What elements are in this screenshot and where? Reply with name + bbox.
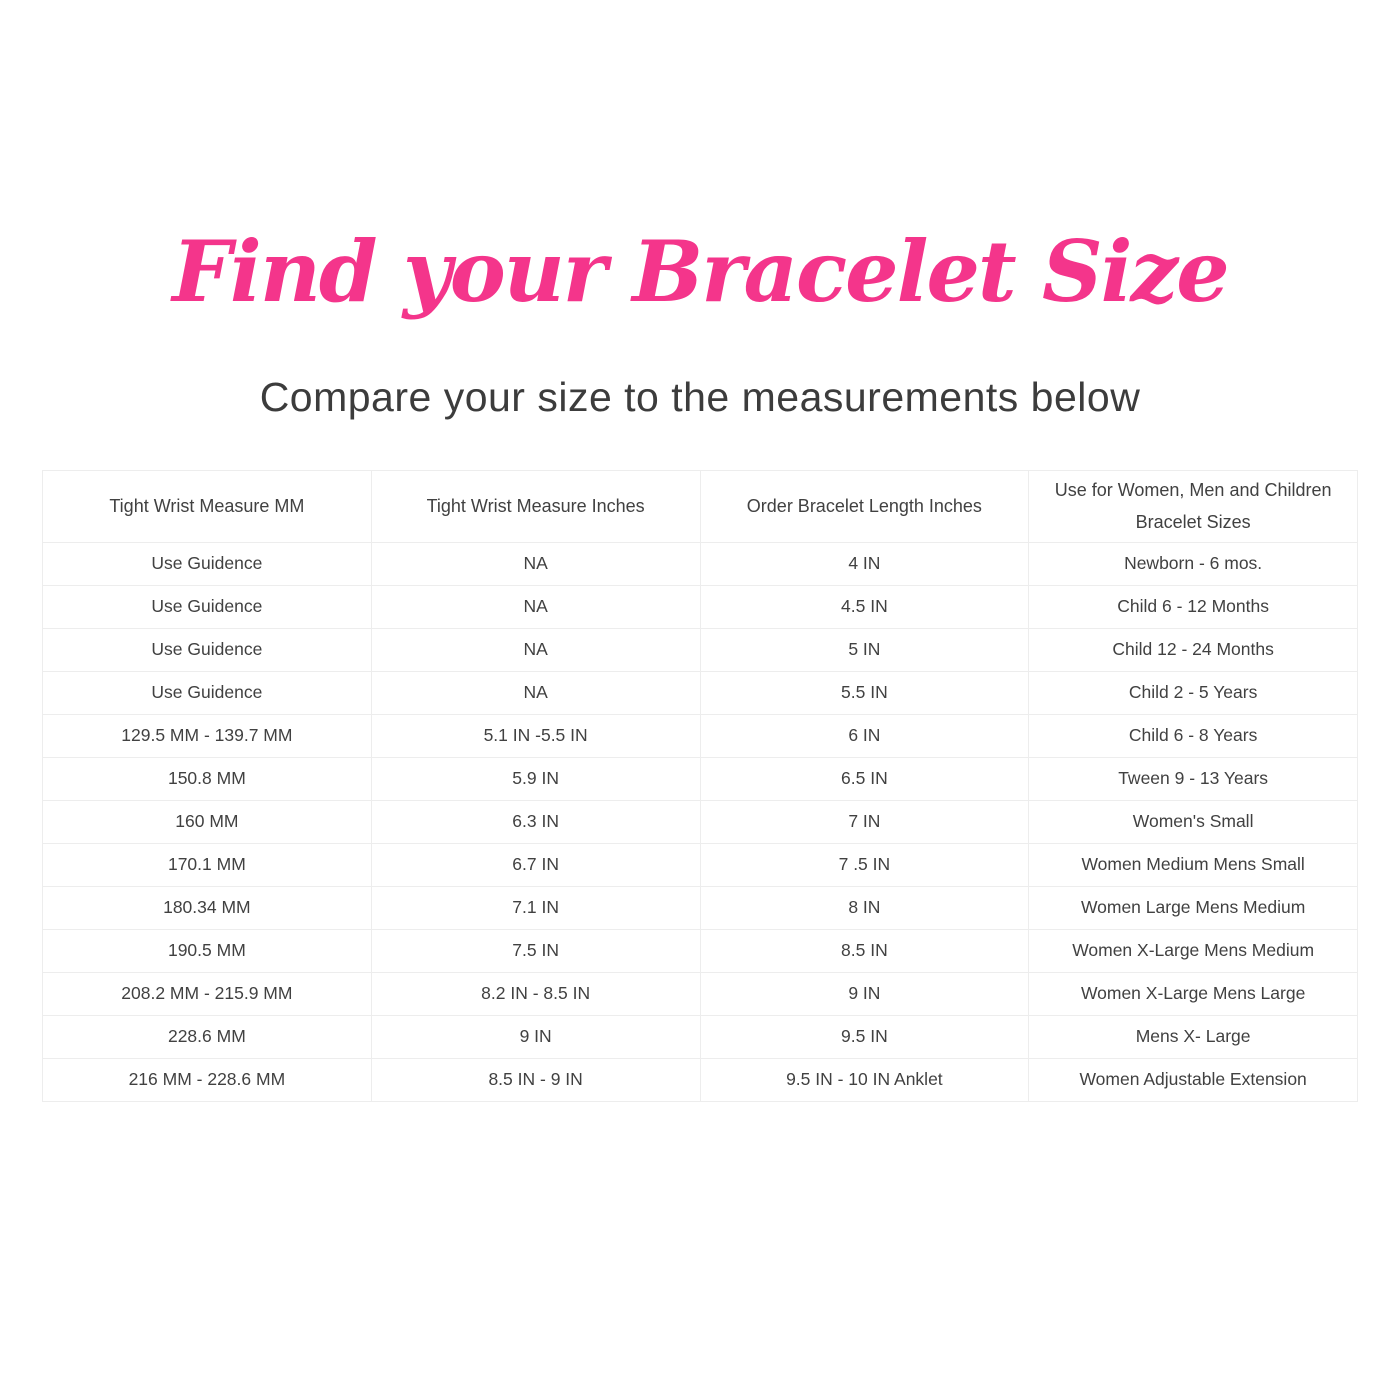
table-row: 129.5 MM - 139.7 MM 5.1 IN -5.5 IN 6 IN Chi… <box>42 713 1358 758</box>
table-cell: 150.8 MM <box>42 756 372 801</box>
table-cell: 208.2 MM - 215.9 MM <box>42 971 372 1016</box>
table-row: 170.1 MM 6.7 IN 7 .5 IN Women Medium Mens S… <box>42 842 1358 887</box>
table-cell: 6.3 IN <box>370 799 701 844</box>
table-cell: Women Medium Mens Small <box>1028 842 1358 887</box>
table-cell: 4 IN <box>699 541 1030 586</box>
table-cell: NA <box>370 670 701 715</box>
table-cell: 7 .5 IN <box>699 842 1030 887</box>
table-cell: Women X-Large Mens Medium <box>1028 928 1358 973</box>
table-row: Use Guidence NA 5.5 IN Child 2 - 5 Years <box>42 670 1358 715</box>
column-header-wrist-mm: Tight Wrist Measure MM <box>42 469 372 543</box>
table-cell: 190.5 MM <box>42 928 372 973</box>
table-row: 216 MM - 228.6 MM 8.5 IN - 9 IN 9.5 IN - 1… <box>42 1057 1358 1102</box>
table-cell: 9.5 IN - 10 IN Anklet <box>699 1057 1030 1102</box>
table-cell: 216 MM - 228.6 MM <box>42 1057 372 1102</box>
table-cell: Child 2 - 5 Years <box>1028 670 1358 715</box>
table-row: Use Guidence NA 4.5 IN Child 6 - 12 Months <box>42 584 1358 629</box>
table-header: Tight Wrist Measure MM Tight Wrist Measu… <box>42 469 1358 543</box>
table-cell: 5.1 IN -5.5 IN <box>370 713 701 758</box>
column-header-wrist-inches: Tight Wrist Measure Inches <box>370 469 701 543</box>
table-cell: 8.2 IN - 8.5 IN <box>370 971 701 1016</box>
table-cell: 180.34 MM <box>42 885 372 930</box>
table-cell: 170.1 MM <box>42 842 372 887</box>
table-cell: Use Guidence <box>42 670 372 715</box>
table-cell: Use Guidence <box>42 584 372 629</box>
page-subtitle: Compare your size to the measurements be… <box>259 373 1141 420</box>
table-cell: Women X-Large Mens Large <box>1028 971 1358 1016</box>
table-cell: 5 IN <box>699 627 1030 672</box>
table-row: 150.8 MM 5.9 IN 6.5 IN Tween 9 - 13 Years <box>42 756 1358 801</box>
page-title: Find your Bracelet Size <box>172 222 1229 321</box>
table-cell: 4.5 IN <box>699 584 1030 629</box>
table-cell: 7.1 IN <box>370 885 701 930</box>
table-cell: 5.9 IN <box>370 756 701 801</box>
table-row: 160 MM 6.3 IN 7 IN Women's Small <box>42 799 1358 844</box>
table-cell: Women Large Mens Medium <box>1028 885 1358 930</box>
table-cell: Women Adjustable Extension <box>1028 1057 1358 1102</box>
column-header-order-length: Order Bracelet Length Inches <box>699 469 1030 543</box>
table-cell: 7 IN <box>699 799 1030 844</box>
table-row: 228.6 MM 9 IN 9.5 IN Mens X- Large <box>42 1014 1358 1059</box>
table-cell: Women's Small <box>1028 799 1358 844</box>
table-cell: 160 MM <box>42 799 372 844</box>
table-cell: 129.5 MM - 139.7 MM <box>42 713 372 758</box>
table-cell: 9 IN <box>699 971 1030 1016</box>
table-cell: 8.5 IN - 9 IN <box>370 1057 701 1102</box>
table-cell: 228.6 MM <box>42 1014 372 1059</box>
table-cell: 6.7 IN <box>370 842 701 887</box>
table-cell: Mens X- Large <box>1028 1014 1358 1059</box>
table-cell: Child 6 - 12 Months <box>1028 584 1358 629</box>
table-cell: 8 IN <box>699 885 1030 930</box>
table-cell: 9.5 IN <box>699 1014 1030 1059</box>
table-cell: Tween 9 - 13 Years <box>1028 756 1358 801</box>
table-row: 190.5 MM 7.5 IN 8.5 IN Women X-Large Mens M… <box>42 928 1358 973</box>
table-cell: NA <box>370 541 701 586</box>
table-row: 208.2 MM - 215.9 MM 8.2 IN - 8.5 IN 9 IN Wo… <box>42 971 1358 1016</box>
table-cell: 6.5 IN <box>699 756 1030 801</box>
table-cell: NA <box>370 584 701 629</box>
table-cell: Newborn - 6 mos. <box>1028 541 1358 586</box>
bracelet-size-table: Tight Wrist Measure MM Tight Wrist Measu… <box>42 469 1358 1102</box>
table-cell: Child 6 - 8 Years <box>1028 713 1358 758</box>
table-cell: Child 12 - 24 Months <box>1028 627 1358 672</box>
table-cell: Use Guidence <box>42 541 372 586</box>
table-header-row: Tight Wrist Measure MM Tight Wrist Measu… <box>42 469 1358 543</box>
table-row: 180.34 MM 7.1 IN 8 IN Women Large Mens Medi… <box>42 885 1358 930</box>
table-cell: 5.5 IN <box>699 670 1030 715</box>
table-cell: Use Guidence <box>42 627 372 672</box>
table-cell: 9 IN <box>370 1014 701 1059</box>
table-cell: 8.5 IN <box>699 928 1030 973</box>
table-cell: 7.5 IN <box>370 928 701 973</box>
table-cell: 6 IN <box>699 713 1030 758</box>
table-cell: NA <box>370 627 701 672</box>
table-row: Use Guidence NA 5 IN Child 12 - 24 Months <box>42 627 1358 672</box>
column-header-use-for: Use for Women, Men and Children Bracelet… <box>1028 469 1358 543</box>
table-row: Use Guidence NA 4 IN Newborn - 6 mos. <box>42 541 1358 586</box>
table-body: Use Guidence NA 4 IN Newborn - 6 mos. Use Gu… <box>42 541 1358 1102</box>
